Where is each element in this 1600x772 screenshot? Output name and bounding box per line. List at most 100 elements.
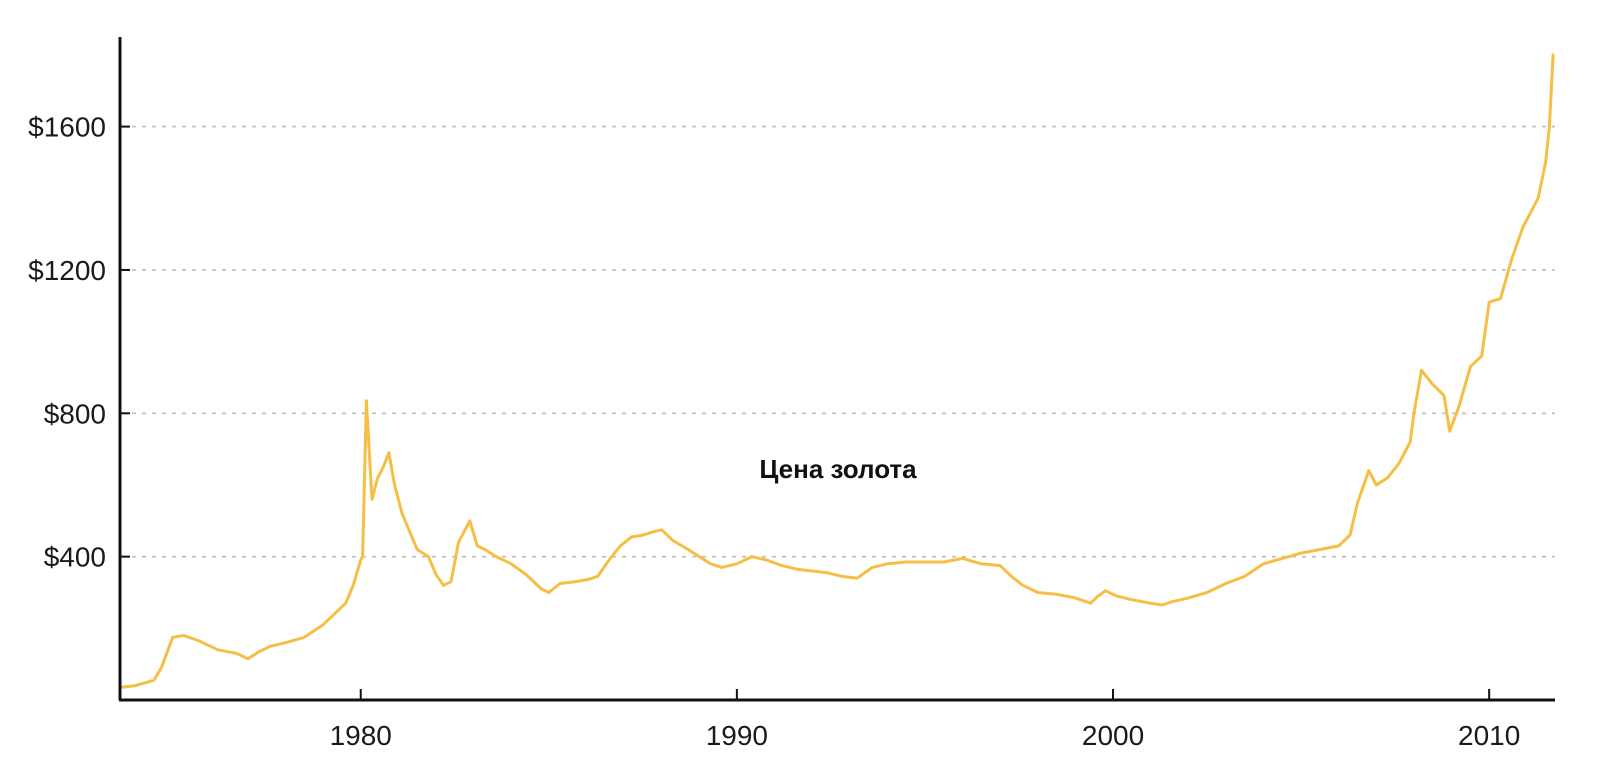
data-point: [510, 563, 512, 565]
data-point: [1131, 598, 1133, 601]
data-point: [376, 477, 379, 479]
data-point: [1206, 591, 1208, 594]
data-point: [1413, 412, 1415, 415]
data-point: [1172, 600, 1174, 603]
data-point: [630, 536, 633, 538]
data-point: [585, 579, 588, 581]
data-point: [811, 570, 813, 572]
data-point: [1443, 394, 1445, 397]
data-point: [1104, 589, 1107, 592]
data-point: [469, 520, 471, 522]
data-point: [450, 580, 452, 583]
data-point: [344, 602, 347, 604]
data-point: [361, 555, 364, 558]
data-point: [698, 555, 701, 558]
data-point: [751, 555, 753, 558]
data-point: [1037, 591, 1039, 594]
data-point: [333, 613, 336, 615]
data-point: [1356, 502, 1359, 504]
data-point: [1116, 595, 1118, 597]
data-point: [1469, 365, 1472, 368]
data-point: [322, 623, 324, 626]
data-point: [476, 545, 479, 547]
data-point: [258, 650, 261, 653]
data-point: [484, 548, 486, 551]
data-point: [408, 530, 411, 533]
data-point: [183, 634, 185, 637]
data-point: [871, 566, 874, 569]
data-point: [160, 666, 163, 669]
data-point: [269, 645, 272, 647]
data-point: [1300, 552, 1302, 554]
data-point: [796, 568, 798, 570]
grid-lines: [122, 125, 1555, 558]
data-point: [781, 564, 783, 567]
x-tick-label: 2000: [1082, 720, 1144, 751]
data-point: [1448, 430, 1451, 433]
data-point: [1089, 602, 1092, 604]
tick-labels: $400 $800 $1200 $1600 1980 1990 2000 2010: [28, 112, 1520, 751]
y-tick-label: $400: [44, 542, 106, 573]
data-point: [559, 582, 561, 585]
data-point: [619, 545, 622, 547]
data-point: [943, 561, 945, 563]
data-point: [1480, 355, 1483, 357]
data-point: [980, 563, 983, 565]
data-point: [1349, 534, 1351, 536]
data-point: [525, 573, 527, 576]
data-point: [388, 451, 390, 454]
data-point: [495, 555, 497, 558]
x-tick-label: 2010: [1458, 720, 1520, 751]
data-point: [153, 679, 155, 682]
data-point: [359, 559, 362, 561]
data-point: [766, 559, 768, 561]
data-point: [1544, 161, 1547, 164]
data-point: [672, 539, 674, 542]
data-point: [1368, 469, 1370, 472]
data-point: [198, 640, 200, 642]
data-point: [886, 563, 889, 565]
data-point: [841, 575, 843, 578]
data-point: [653, 530, 655, 533]
data-point: [856, 577, 858, 579]
data-point: [1319, 548, 1321, 551]
data-point: [608, 559, 610, 561]
data-point: [235, 652, 238, 655]
data-point: [1409, 441, 1411, 443]
data-point: [721, 566, 723, 569]
data-point: [134, 684, 136, 687]
data-point: [1499, 297, 1502, 300]
data-point: [1262, 563, 1265, 565]
data-point: [540, 588, 543, 590]
data-point: [709, 563, 712, 565]
data-point: [1458, 405, 1460, 407]
x-tick-label: 1980: [330, 720, 392, 751]
data-point: [574, 580, 576, 583]
data-point: [352, 584, 355, 587]
y-tick-label: $800: [44, 398, 106, 429]
data-point: [1281, 557, 1284, 560]
data-point: [1097, 595, 1099, 597]
price-series: [118, 53, 1555, 689]
data-point: [1522, 226, 1524, 228]
data-point: [382, 466, 385, 468]
x-tick-label: 1990: [706, 720, 768, 751]
data-point: [1432, 383, 1434, 386]
data-point: [1187, 597, 1190, 599]
data-point: [1337, 545, 1340, 547]
data-point: [961, 557, 964, 560]
data-point: [1529, 211, 1532, 214]
data-point: [435, 573, 437, 576]
data-point: [1225, 582, 1227, 585]
data-point: [1022, 584, 1024, 587]
data-point: [1488, 301, 1490, 304]
data-point: [736, 563, 738, 565]
series-line: [118, 53, 1555, 689]
data-point: [171, 636, 174, 639]
data-point: [924, 561, 926, 563]
data-point: [247, 658, 249, 660]
data-point: [1074, 597, 1077, 599]
axes: [118, 37, 1555, 702]
data-point: [687, 548, 689, 551]
